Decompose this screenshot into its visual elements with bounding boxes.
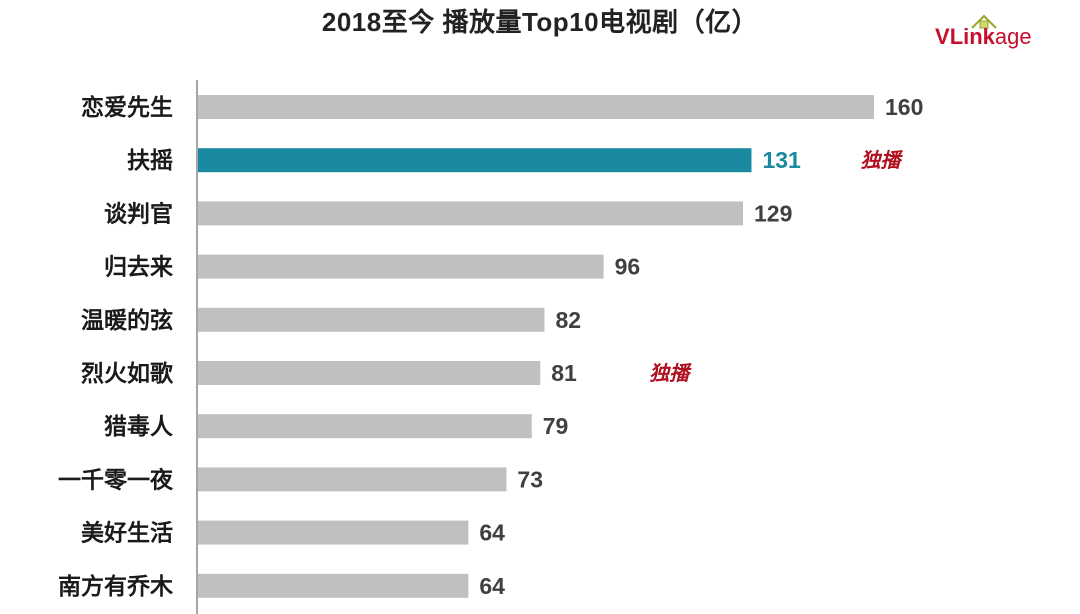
category-label-5: 烈火如歌 <box>81 360 174 386</box>
value-label-5: 81 <box>551 360 577 386</box>
bar-2 <box>198 201 744 226</box>
value-label-8: 64 <box>479 520 505 546</box>
category-label-1: 扶摇 <box>127 147 173 173</box>
bar-6 <box>198 414 532 439</box>
vlinkage-logo: VLinkage <box>935 14 1050 54</box>
value-label-7: 73 <box>517 466 543 492</box>
bar-0 <box>198 95 874 119</box>
category-label-0: 恋爱先生 <box>81 94 173 120</box>
category-label-8: 美好生活 <box>81 520 173 546</box>
value-label-9: 64 <box>479 573 505 599</box>
bar-3 <box>198 254 604 279</box>
category-label-2: 谈判官 <box>104 200 173 226</box>
chart-title: 2018至今 播放量Top10电视剧（亿） <box>321 7 759 37</box>
logo-house-icon <box>971 14 997 29</box>
bar-4 <box>198 307 545 332</box>
value-label-2: 129 <box>754 200 792 226</box>
bar-1 <box>198 148 752 173</box>
bar-8 <box>198 520 469 545</box>
value-label-0: 160 <box>885 94 923 120</box>
value-label-6: 79 <box>543 413 569 439</box>
exclusive-annotation-0: 独播 <box>860 149 903 172</box>
category-label-9: 南方有乔木 <box>58 573 173 599</box>
bar-7 <box>198 467 507 492</box>
category-label-6: 猎毒人 <box>104 413 174 439</box>
value-label-1: 131 <box>762 147 801 173</box>
value-label-3: 96 <box>615 254 641 280</box>
category-label-3: 归去来 <box>104 254 174 280</box>
bar-9 <box>198 573 469 598</box>
value-label-4: 82 <box>555 307 581 333</box>
logo-text: VLinkage <box>935 24 1032 49</box>
bar-5 <box>198 361 541 385</box>
category-label-7: 一千零一夜 <box>58 466 174 492</box>
category-label-4: 温暖的弦 <box>81 307 173 333</box>
exclusive-annotation-1: 独播 <box>649 362 692 385</box>
